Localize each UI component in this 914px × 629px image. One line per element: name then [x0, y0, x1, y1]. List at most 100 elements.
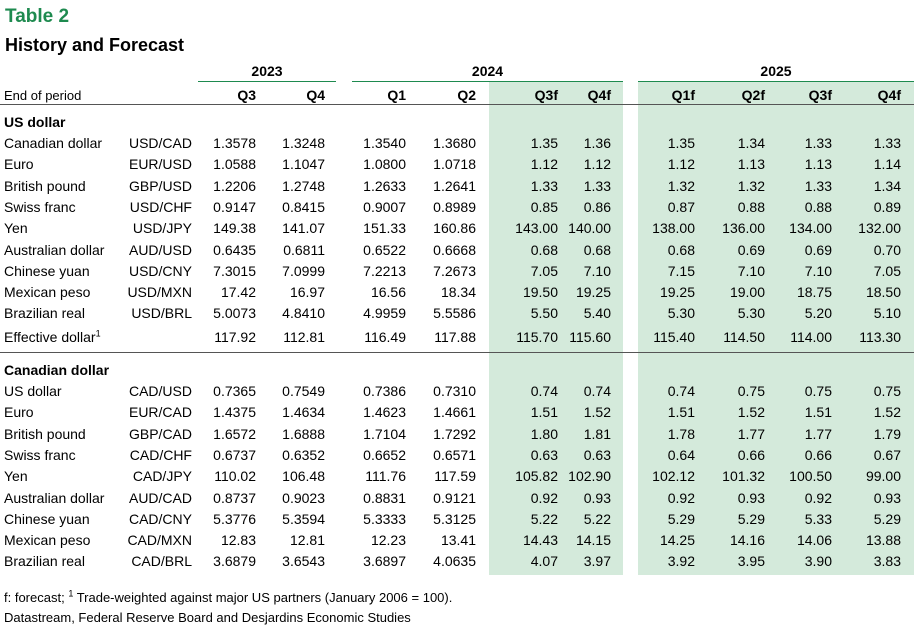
table-cell: 5.33 [804, 510, 832, 527]
table-cell: 14.15 [575, 532, 611, 549]
currency-pair: CAD/BRL [131, 553, 192, 570]
table-cell: 0.66 [737, 446, 765, 463]
currency-pair: USD/CAD [128, 135, 192, 151]
table-cell: 1.34 [737, 135, 765, 151]
currency-name: Euro [4, 404, 34, 421]
table-cell: 17.42 [220, 284, 256, 301]
table-cell: 1.12 [530, 156, 558, 173]
quarter-header: Q4f [877, 87, 901, 103]
quarter-header: Q3f [534, 87, 558, 103]
table-cell: 138.00 [652, 220, 695, 237]
table-cell: 1.4623 [363, 404, 406, 421]
table-cell: 7.3015 [213, 262, 256, 279]
table-cell: 112.81 [283, 328, 325, 345]
quarter-header: Q3f [808, 87, 832, 103]
table-cell: 149.38 [213, 220, 256, 237]
table-cell: 14.16 [729, 532, 765, 549]
table-row: Swiss franc CAD/CHF 0.6737 0.6352 0.6652 0.65… [0, 447, 914, 468]
currency-pair: CAD/CHF [129, 446, 192, 463]
table-cell: 7.05 [530, 262, 558, 279]
table-cell: 0.8737 [213, 489, 256, 506]
table-cell: 5.50 [530, 305, 558, 322]
table-cell: 1.51 [530, 404, 558, 421]
table-cell: 14.25 [659, 532, 695, 549]
table-cell: 0.93 [737, 489, 765, 506]
table-cell: 1.80 [530, 425, 558, 442]
table-cell: 0.9023 [282, 489, 325, 506]
table-cell: 117.88 [434, 328, 476, 345]
table-cell: 1.7292 [433, 425, 476, 442]
table-number: Table 2 [5, 6, 70, 27]
table-cell: 0.6352 [282, 446, 325, 463]
table-cell: 1.1047 [282, 156, 325, 173]
table-row: Chinese yuan CAD/CNY 5.3776 5.3594 5.3333 5.3… [0, 511, 914, 532]
table-cell: 114.50 [723, 328, 765, 345]
table-cell: 115.60 [569, 328, 611, 345]
currency-pair: CAD/MXN [127, 532, 192, 549]
table-cell: 0.87 [667, 198, 695, 215]
table-cell: 7.05 [873, 262, 901, 279]
table-row: Australian dollar AUD/USD 0.6435 0.6811 0.65… [0, 242, 914, 263]
table-cell: 3.6879 [213, 553, 256, 570]
table-cell: 0.63 [530, 446, 558, 463]
table-cell: 3.6897 [363, 553, 406, 570]
table-cell: 3.6543 [282, 553, 325, 570]
table-cell: 0.74 [583, 383, 611, 399]
currency-pair: EUR/CAD [128, 404, 192, 421]
currency-pair: CAD/USD [128, 383, 192, 399]
table-cell: 13.88 [865, 532, 901, 549]
table-cell: 0.70 [873, 241, 901, 258]
year-underline-2024 [352, 81, 623, 82]
table-cell: 160.86 [433, 220, 476, 237]
table-cell: 100.50 [789, 468, 832, 485]
table-title: History and Forecast [5, 35, 185, 55]
table-cell: 5.20 [804, 305, 832, 322]
table-row: British pound GBP/USD 1.2206 1.2748 1.2633 1.… [0, 178, 914, 199]
table-cell: 1.34 [873, 177, 901, 194]
quarter-header: Q3 [237, 87, 256, 103]
table-cell: 140.00 [568, 220, 611, 237]
table-cell: 3.92 [667, 553, 695, 570]
table-row: British pound GBP/CAD 1.6572 1.6888 1.7104 1.… [0, 426, 914, 447]
table-cell: 0.74 [530, 383, 558, 399]
currency-pair: USD/BRL [131, 305, 192, 322]
currency-name: Australian dollar [4, 489, 105, 506]
table-cell: 115.40 [653, 328, 695, 345]
table-cell: 1.33 [804, 135, 832, 151]
currency-name: Swiss franc [4, 198, 76, 215]
table-cell: 0.6652 [363, 446, 406, 463]
table-row: Mexican peso USD/MXN 17.42 16.97 16.56 18.34 1… [0, 284, 914, 305]
table-row: Euro EUR/CAD 1.4375 1.4634 1.4623 1.4661 1.51 1… [0, 404, 914, 425]
table-cell: 132.00 [858, 220, 901, 237]
currency-name: US dollar [4, 383, 62, 399]
table-cell: 1.77 [737, 425, 765, 442]
table-cell: 1.2633 [363, 177, 406, 194]
table-cell: 1.13 [804, 156, 832, 173]
table-cell: 1.4661 [433, 404, 476, 421]
table-cell: 0.92 [667, 489, 695, 506]
table-cell: 5.22 [583, 510, 611, 527]
table-cell: 0.92 [530, 489, 558, 506]
table-cell: 1.35 [530, 135, 558, 151]
table-row: Effective dollar1 117.92 112.81 116.49 117.8… [0, 329, 914, 350]
table-cell: 19.25 [659, 284, 695, 301]
header-rule [0, 104, 914, 105]
section-title: US dollar [4, 114, 66, 130]
quarter-header: Q4f [587, 87, 611, 103]
table-cell: 5.3333 [363, 510, 406, 527]
table-cell: 18.75 [796, 284, 832, 301]
table-cell: 0.67 [873, 446, 901, 463]
table-cell: 5.22 [530, 510, 558, 527]
table-cell: 4.9959 [363, 305, 406, 322]
table-cell: 105.82 [515, 468, 558, 485]
year-header-2023: 2023 [251, 63, 283, 79]
currency-pair: USD/CHF [129, 198, 192, 215]
table-cell: 1.36 [583, 135, 611, 151]
table-cell: 3.97 [583, 553, 611, 570]
table-cell: 1.52 [583, 404, 611, 421]
table-cell: 0.6522 [363, 241, 406, 258]
table-cell: 18.34 [440, 284, 476, 301]
currency-name: Swiss franc [4, 446, 76, 463]
table-cell: 0.75 [804, 383, 832, 399]
